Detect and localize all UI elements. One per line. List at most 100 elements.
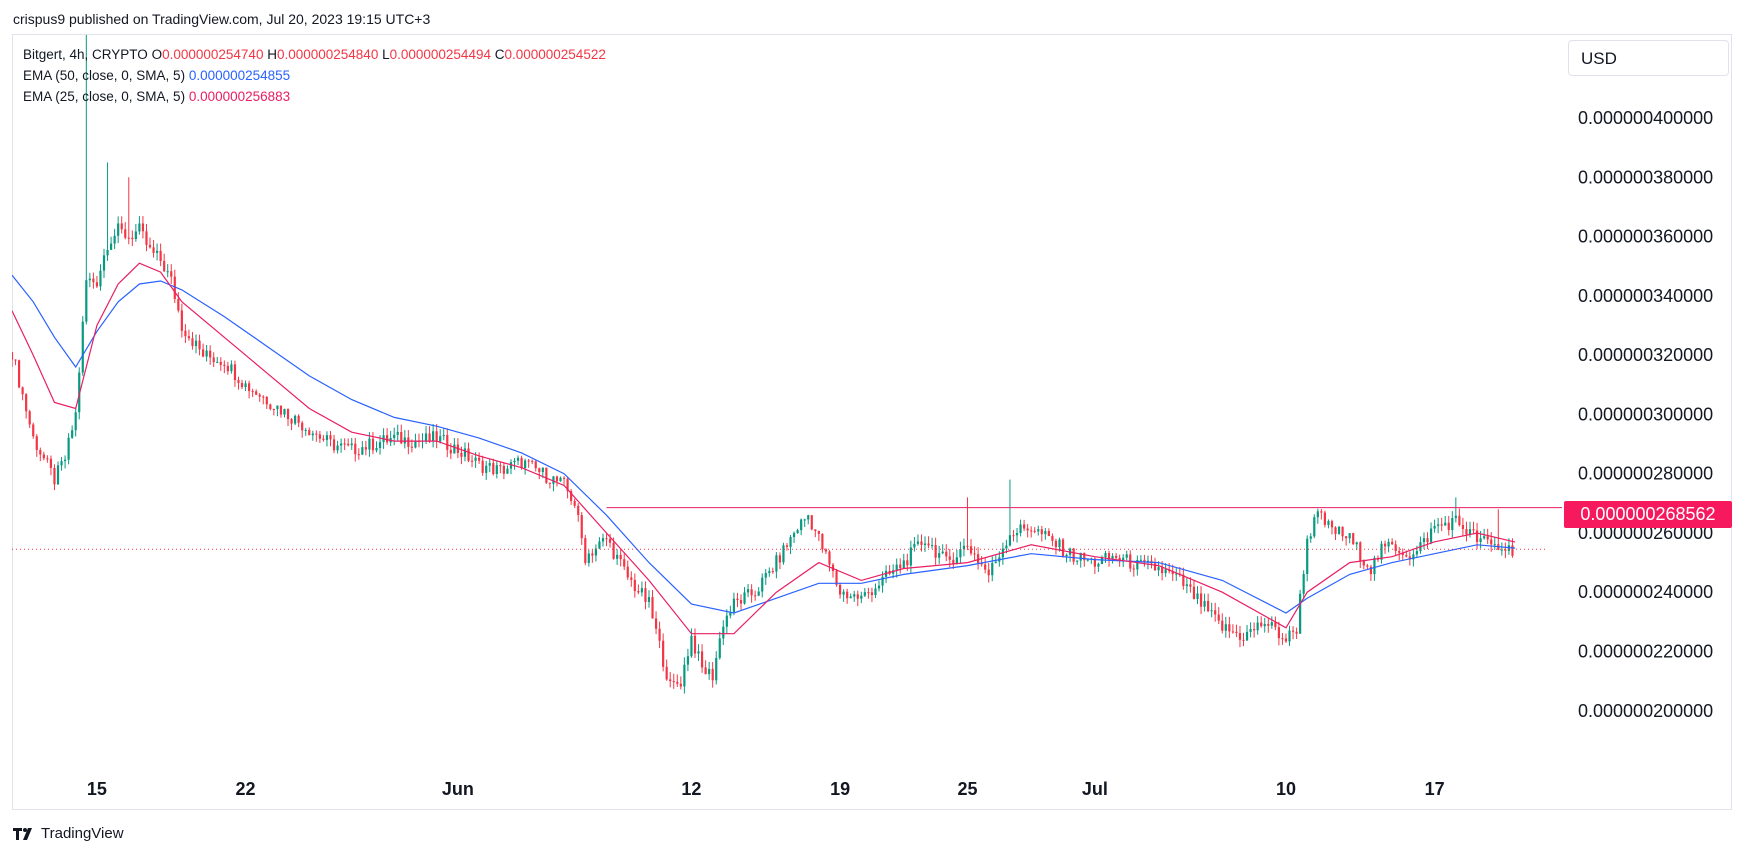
candle xyxy=(1026,524,1029,538)
candle xyxy=(870,587,874,603)
candle xyxy=(584,534,587,566)
x-tick-label: Jul xyxy=(1082,779,1108,799)
candle xyxy=(159,243,162,267)
candle xyxy=(95,275,99,289)
candle-body xyxy=(428,433,431,441)
candle-body xyxy=(1263,624,1266,627)
candle-body xyxy=(1299,593,1302,634)
candle xyxy=(902,553,905,569)
candle-body xyxy=(12,352,14,360)
candle xyxy=(102,248,106,279)
candle-body xyxy=(732,598,736,612)
candle xyxy=(548,482,551,489)
candle-body xyxy=(566,478,569,492)
candle-body xyxy=(775,555,778,572)
candle-body xyxy=(286,409,290,420)
candle-body xyxy=(81,321,84,373)
candle xyxy=(658,621,661,649)
candle xyxy=(644,581,647,610)
candle xyxy=(700,644,704,673)
candle-body xyxy=(350,443,353,446)
candle-body xyxy=(481,460,484,473)
y-tick-label: 0.000000320000 xyxy=(1578,345,1713,365)
candle-body xyxy=(1030,530,1033,532)
candle-body xyxy=(209,350,212,358)
candle xyxy=(771,567,774,574)
candle xyxy=(580,512,583,545)
candle xyxy=(1433,519,1436,533)
legend-ema50-row[interactable]: EMA (50, close, 0, SMA, 5) 0.00000025485… xyxy=(23,65,606,86)
candle xyxy=(782,542,785,565)
candle-body xyxy=(223,364,226,366)
legend-ema25-row[interactable]: EMA (25, close, 0, SMA, 5) 0.00000025688… xyxy=(23,86,606,107)
candle-body xyxy=(1161,567,1164,574)
candle xyxy=(14,359,17,366)
candle xyxy=(1019,519,1022,537)
candle-body xyxy=(700,651,704,668)
tradingview-logo[interactable]: TradingView xyxy=(13,825,124,842)
candle-body xyxy=(800,519,803,531)
candle xyxy=(393,427,396,446)
candle xyxy=(1231,624,1234,634)
candle-body xyxy=(407,437,410,447)
candle xyxy=(12,352,14,367)
candle-body xyxy=(651,597,654,619)
candle xyxy=(594,544,598,562)
candle xyxy=(1253,622,1256,638)
candle-body xyxy=(1391,541,1394,545)
candle-body xyxy=(1199,593,1203,607)
candle xyxy=(1168,562,1171,574)
candle xyxy=(311,430,314,441)
candle xyxy=(1345,536,1348,546)
candle xyxy=(1313,514,1316,539)
candle-body xyxy=(991,562,994,576)
candle-body xyxy=(304,430,307,432)
candle xyxy=(1320,508,1323,520)
x-tick-label: 19 xyxy=(830,779,850,799)
candle-body xyxy=(145,231,148,245)
candle-body xyxy=(1214,610,1217,615)
candle-body xyxy=(269,404,272,410)
candle-body xyxy=(463,448,467,457)
candle xyxy=(849,593,852,599)
candle-body xyxy=(1433,525,1436,529)
candle-body xyxy=(1401,552,1404,556)
candle xyxy=(605,533,608,547)
candle-body xyxy=(672,681,675,683)
candle-body xyxy=(637,591,640,593)
candle xyxy=(1214,602,1217,622)
candle xyxy=(874,583,877,599)
candle xyxy=(1327,519,1330,529)
candle-body xyxy=(99,270,102,287)
candle-body xyxy=(1210,610,1213,612)
candle-body xyxy=(502,465,505,474)
candle xyxy=(74,407,77,437)
candle xyxy=(343,438,346,451)
candle xyxy=(1323,510,1326,528)
candle-body xyxy=(14,359,17,361)
candle xyxy=(867,587,870,599)
candle-body xyxy=(308,430,311,436)
candle xyxy=(516,455,520,465)
candle-body xyxy=(626,566,629,578)
legend-open-value: 0.000000254740 xyxy=(162,47,264,62)
legend-ohlc-row: Bitgert, 4h, CRYPTO O0.000000254740 H0.0… xyxy=(23,44,606,65)
candle xyxy=(1267,618,1270,633)
candle-body xyxy=(460,452,463,457)
candle xyxy=(56,461,60,485)
candle xyxy=(1472,521,1475,534)
candle xyxy=(1111,553,1114,564)
candle-body xyxy=(690,635,693,657)
candle xyxy=(796,528,799,534)
candle-body xyxy=(570,491,573,502)
candle xyxy=(1037,525,1040,536)
candle-body xyxy=(601,538,605,542)
currency-button[interactable]: USD xyxy=(1568,40,1729,76)
candle-body xyxy=(152,247,155,253)
candle-body xyxy=(449,449,452,454)
candle-body xyxy=(251,391,254,393)
candle xyxy=(955,549,958,565)
candle-body xyxy=(1146,560,1150,562)
candle-body xyxy=(980,562,983,565)
